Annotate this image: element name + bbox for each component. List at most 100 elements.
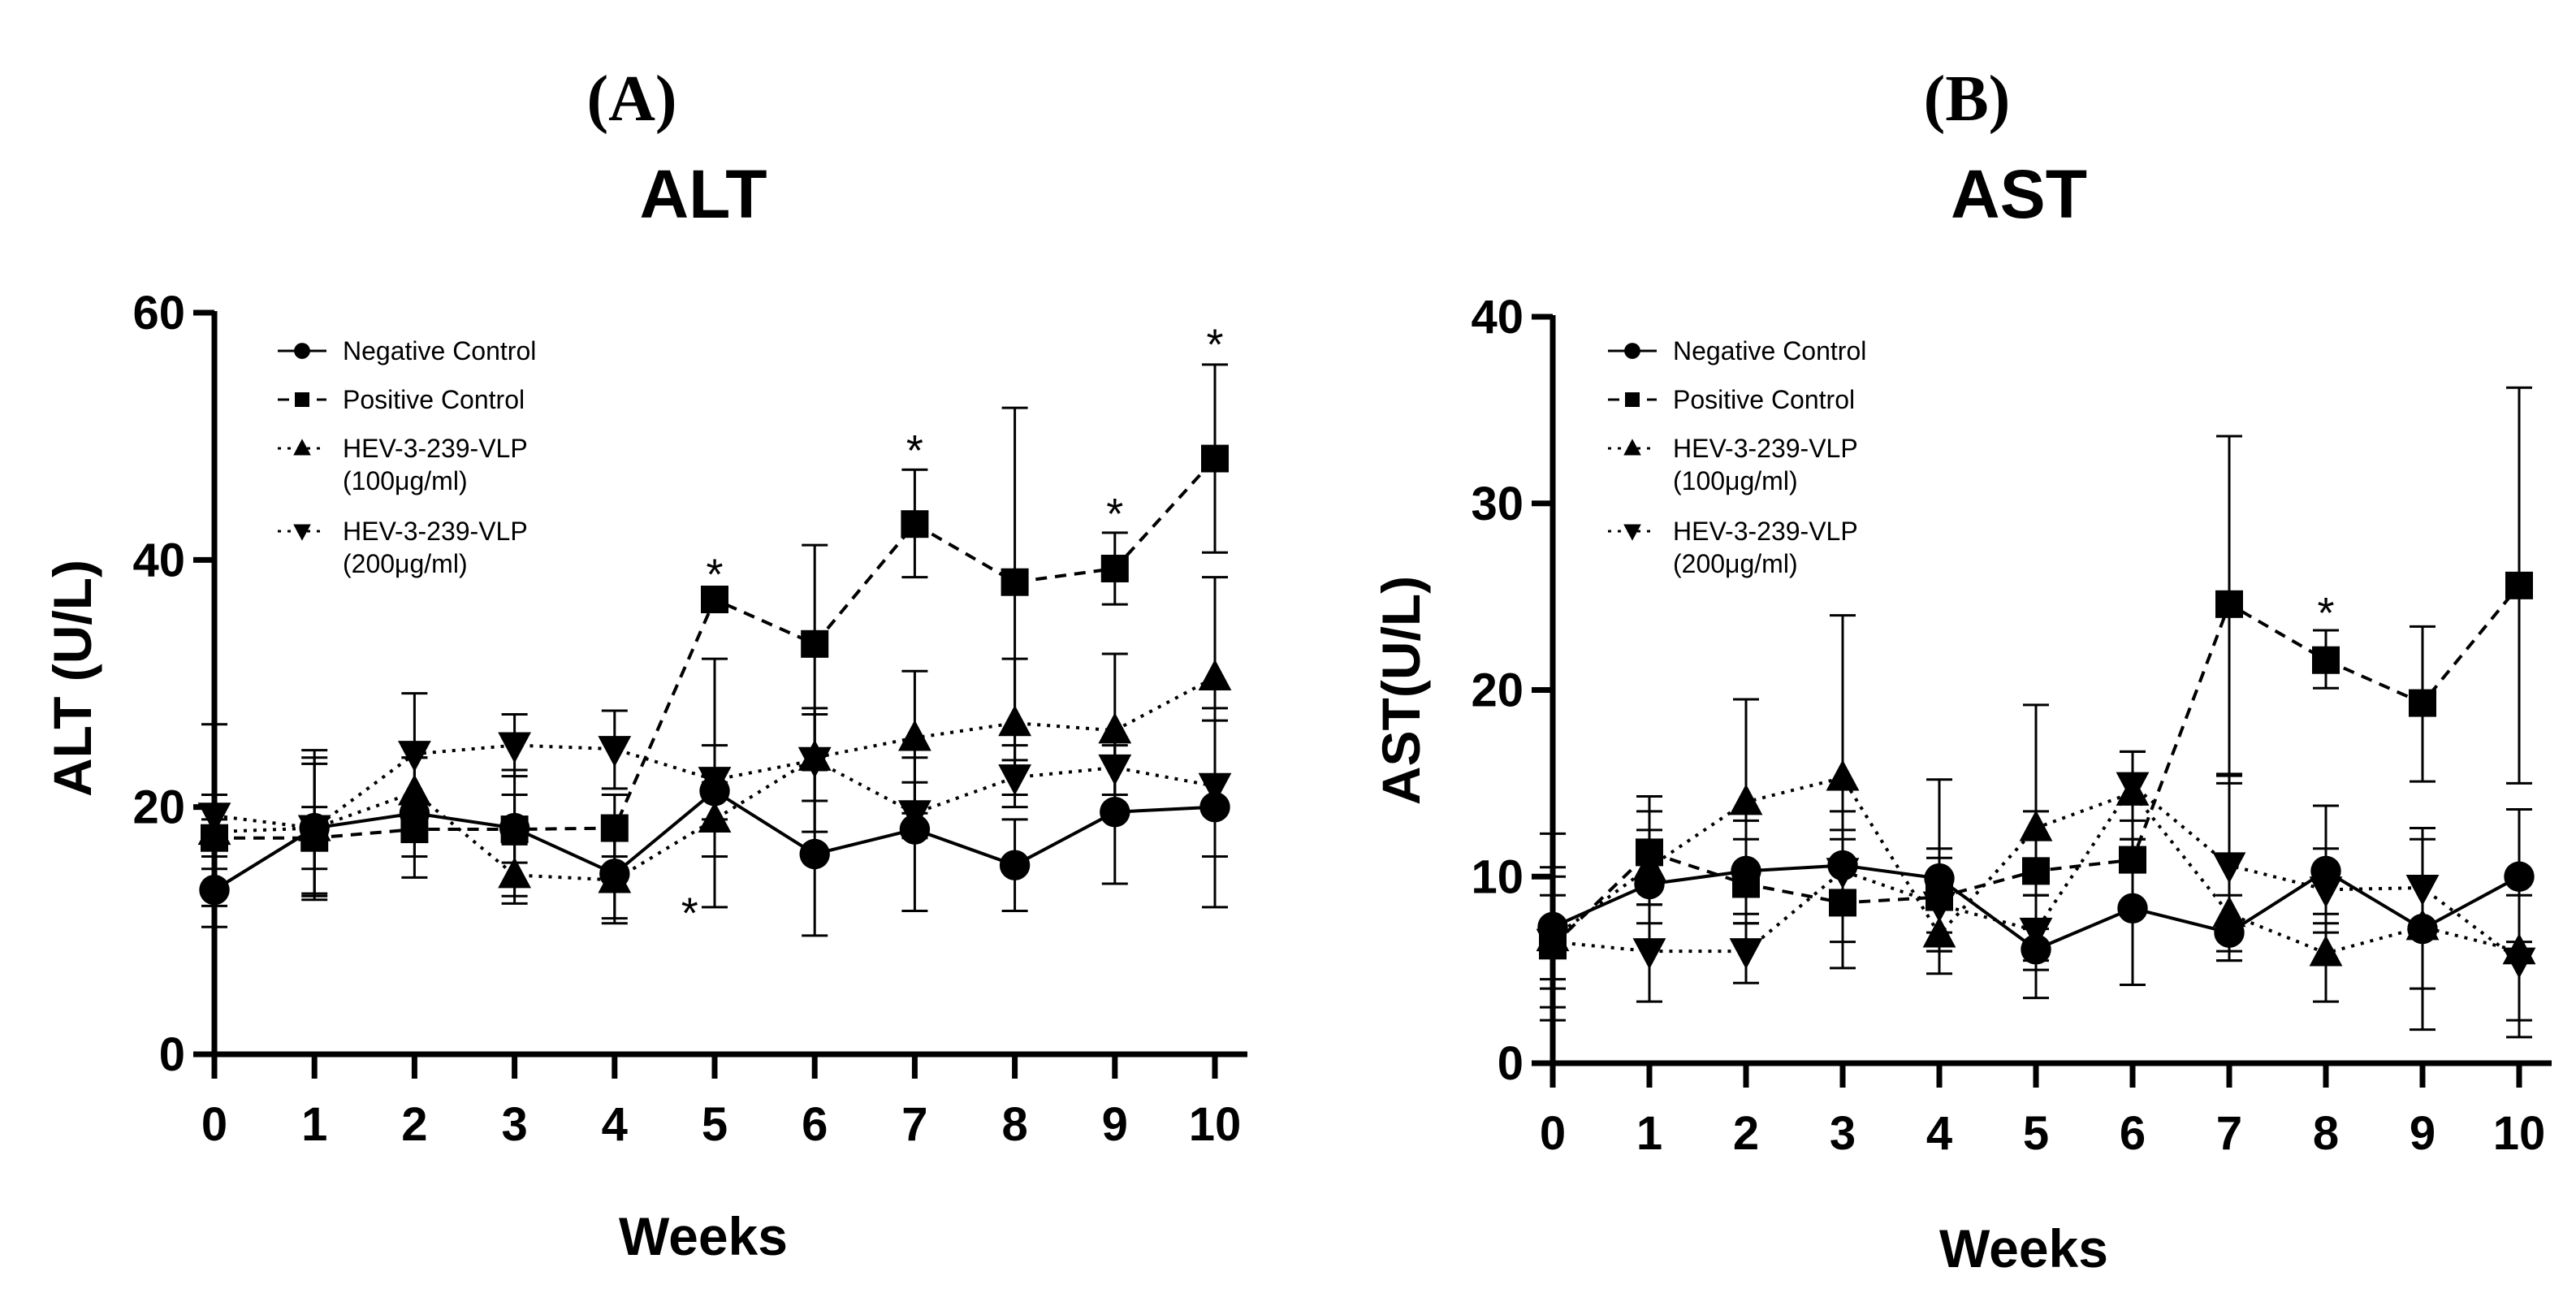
chart-b-data-point bbox=[2505, 571, 2533, 599]
chart-b-data-point bbox=[1536, 928, 1570, 960]
chart-a-data-point bbox=[500, 815, 529, 844]
chart-a-data-point bbox=[998, 705, 1031, 737]
chart-a-legend: Negative Control Positive Control HEV-3-23… bbox=[278, 336, 536, 578]
panel-a-label: (A) bbox=[586, 63, 676, 135]
chart-b-data-point bbox=[2409, 689, 2436, 717]
chart-a-x-tick-label: 2 bbox=[401, 1098, 427, 1151]
chart-a-data-point bbox=[1198, 772, 1232, 804]
chart-b-y-tick-label: 10 bbox=[1471, 850, 1524, 903]
chart-a-data-point bbox=[598, 736, 632, 768]
chart-a-data-point bbox=[498, 857, 531, 889]
chart-a-legend-label-line: (200μg/ml) bbox=[343, 549, 468, 578]
chart-a-data-point bbox=[998, 764, 1031, 796]
chart-a-data-point bbox=[999, 850, 1031, 880]
chart-a-x-tick-label: 7 bbox=[901, 1098, 927, 1151]
chart-a-series-4 bbox=[197, 692, 1232, 907]
chart-b-y-tick-label: 20 bbox=[1471, 664, 1524, 717]
chart-a-significance-marker: * bbox=[1106, 490, 1123, 539]
chart-a-legend-label-line: HEV-3-239-VLP bbox=[343, 517, 528, 546]
chart-b-data-point bbox=[1922, 891, 1956, 923]
chart-a-significance-marker: * bbox=[706, 550, 723, 599]
chart-a-data-point bbox=[898, 800, 931, 832]
panel-a: (A) ALT ALT (U/L) Weeks 0 20 40 60 0 1 2 3 4 5 6 7 8… bbox=[42, 63, 1247, 1266]
chart-a-y-tick-label: 20 bbox=[132, 781, 185, 834]
chart-b-data-point bbox=[1632, 938, 1666, 970]
chart-a-x-tick-label: 10 bbox=[1189, 1098, 1242, 1151]
chart-b-legend-label-line: HEV-3-239-VLP bbox=[1673, 517, 1858, 546]
chart-a-x-tick-label: 4 bbox=[602, 1098, 628, 1151]
chart-b-y-tick-label: 30 bbox=[1471, 478, 1524, 530]
chart-a-data-point bbox=[1198, 659, 1232, 690]
chart-b-legend-label-line: Negative Control bbox=[1673, 336, 1866, 366]
chart-b-legend-label: Positive Control bbox=[1673, 385, 1855, 414]
panel-b: (B) AST AST(U/L) Weeks 0 10 20 30 40 0 1 2 3 4 5 6 7… bbox=[1371, 63, 2552, 1278]
chart-a-data-point bbox=[1001, 568, 1029, 596]
chart-b-legend-marker bbox=[1624, 343, 1640, 359]
chart-a-data-point bbox=[801, 629, 829, 658]
chart-a-data-point bbox=[398, 741, 431, 772]
chart-b-legend-label-line: HEV-3-239-VLP bbox=[1673, 434, 1858, 463]
chart-b-x-tick-label: 9 bbox=[2410, 1107, 2436, 1160]
chart-b-legend-label-line: Positive Control bbox=[1673, 385, 1855, 414]
chart-a-legend-label: HEV-3-239-VLP (100μg/ml) bbox=[343, 434, 528, 495]
chart-a-data-point bbox=[1100, 797, 1130, 828]
chart-b-x-tick-label: 10 bbox=[2493, 1107, 2546, 1160]
chart-a-data-point bbox=[797, 746, 832, 778]
chart-a-x-tick-label: 0 bbox=[201, 1098, 227, 1151]
chart-b-series-4 bbox=[1536, 750, 2536, 1022]
chart-b-legend: Negative Control Positive Control HEV-3-23… bbox=[1608, 336, 1866, 578]
chart-a-y-tick-label: 40 bbox=[132, 534, 185, 586]
chart-a-legend-label: HEV-3-239-VLP (200μg/ml) bbox=[343, 517, 528, 578]
chart-b-ylabel: AST(U/L) bbox=[1371, 576, 1431, 805]
chart-b-data-point bbox=[2019, 917, 2053, 949]
chart-a-data-point bbox=[297, 815, 331, 846]
chart-b-x-tick-label: 6 bbox=[2120, 1107, 2146, 1160]
chart-b-x-tick-label: 8 bbox=[2313, 1107, 2339, 1160]
chart-b-title: AST bbox=[1951, 156, 2087, 232]
chart-a-series-line bbox=[214, 676, 1216, 882]
chart-a-data-point bbox=[1100, 554, 1129, 582]
chart-a-data-point bbox=[698, 767, 732, 798]
chart-b-data-point bbox=[2215, 590, 2243, 618]
chart-b-data-point bbox=[1729, 784, 1763, 815]
chart-a-data-point bbox=[197, 802, 231, 834]
chart-a-data-point bbox=[1201, 444, 1229, 473]
chart-a-y-tick-label: 0 bbox=[159, 1028, 185, 1081]
chart-a-plot: 0 20 40 60 0 1 2 3 4 5 6 7 8 9 10 * * * * * bbox=[132, 287, 1247, 1151]
chart-b-data-point bbox=[2309, 935, 2343, 967]
chart-a-legend-marker bbox=[293, 439, 311, 456]
chart-a-significance-marker: * bbox=[681, 889, 698, 937]
chart-a-y-tick-label: 60 bbox=[132, 287, 185, 340]
chart-a-data-point bbox=[1098, 712, 1132, 744]
chart-b-plot: 0 10 20 30 40 0 1 2 3 4 5 6 7 8 9 10 * bbox=[1471, 291, 2552, 1160]
chart-a-legend-label-line: (100μg/ml) bbox=[343, 466, 468, 495]
chart-a-data-point bbox=[1098, 754, 1132, 786]
chart-b-legend-label: HEV-3-239-VLP (100μg/ml) bbox=[1673, 434, 1858, 495]
chart-b-data-point bbox=[1826, 858, 1860, 889]
chart-b-x-tick-label: 7 bbox=[2216, 1107, 2242, 1160]
chart-a-significance-marker: * bbox=[1206, 320, 1223, 369]
chart-b-legend-marker bbox=[1623, 439, 1641, 456]
chart-b-y-tick-label: 0 bbox=[1498, 1037, 1524, 1090]
chart-b-x-tick-label: 2 bbox=[1733, 1107, 1759, 1160]
chart-a-data-point bbox=[598, 862, 632, 893]
chart-b-data-point bbox=[1632, 849, 1666, 880]
chart-b-data-point bbox=[2119, 846, 2146, 874]
chart-b-data-point bbox=[2116, 772, 2150, 803]
chart-a-legend-label: Negative Control bbox=[343, 336, 536, 366]
chart-a-x-tick-label: 1 bbox=[301, 1098, 327, 1151]
chart-a-data-point bbox=[898, 720, 931, 751]
chart-a-significance-marker: * bbox=[906, 426, 923, 475]
chart-b-data-point bbox=[1729, 938, 1763, 970]
chart-a-x-tick-label: 9 bbox=[1102, 1098, 1128, 1151]
chart-a-xlabel: Weeks bbox=[619, 1206, 788, 1266]
chart-b-data-point bbox=[2312, 646, 2340, 674]
chart-b-data-point bbox=[2019, 810, 2053, 841]
chart-a-x-tick-label: 6 bbox=[802, 1098, 828, 1151]
chart-b-legend-label: HEV-3-239-VLP (200μg/ml) bbox=[1673, 517, 1858, 578]
chart-a-data-point bbox=[701, 586, 728, 614]
chart-a-legend-marker bbox=[293, 524, 311, 541]
chart-a-legend-label: Positive Control bbox=[343, 385, 525, 414]
chart-a-legend-label-line: HEV-3-239-VLP bbox=[343, 434, 528, 463]
